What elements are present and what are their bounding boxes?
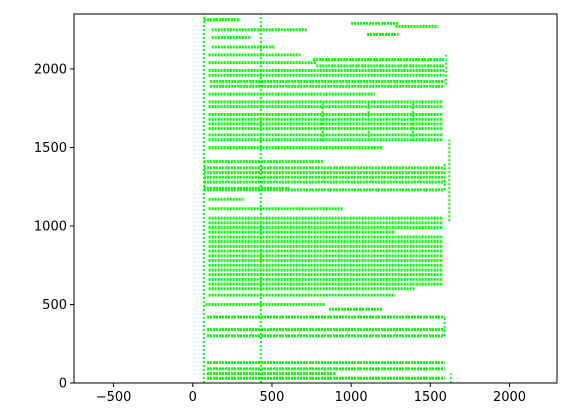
x-tick-label: 0 [189,390,197,405]
y-tick-label: 0 [59,377,67,392]
axes-frame [73,13,558,384]
y-tick-label: 1000 [34,219,67,234]
x-tick-label: 1000 [335,390,368,405]
x-axis-ticks: −500 0 500 1000 1500 2000 [96,383,526,405]
x-tick-label: −500 [96,390,132,405]
x-tick-label: 500 [260,390,285,405]
x-tick-label: 1500 [414,390,447,405]
y-tick-label: 2000 [34,62,67,77]
data-marks [202,14,452,383]
x-tick-label: 2000 [493,390,526,405]
y-tick-label: 1500 [34,141,67,156]
y-tick-label: 500 [42,298,67,313]
y-axis-ticks: 0 500 1000 1500 2000 [34,62,74,392]
